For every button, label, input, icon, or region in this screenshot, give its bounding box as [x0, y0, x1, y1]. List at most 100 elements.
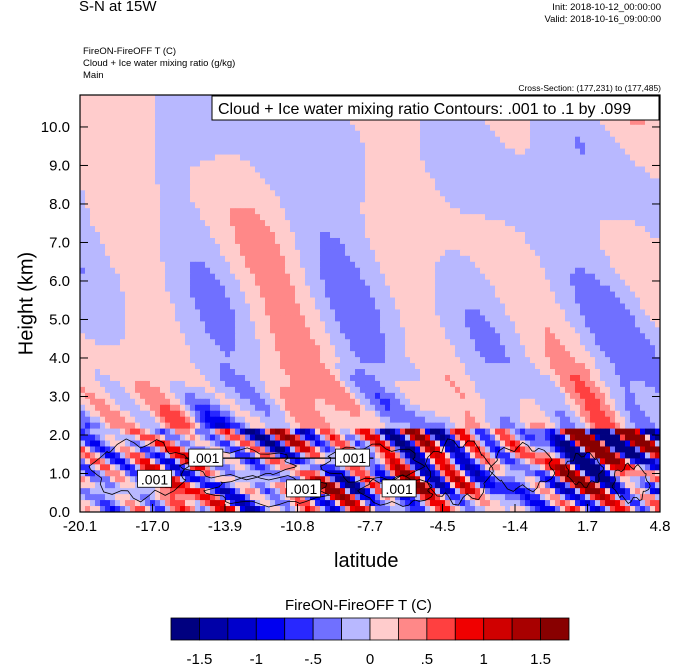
heatmap-cell [380, 172, 386, 179]
heatmap-cell [540, 321, 546, 328]
heatmap-cell [560, 118, 566, 126]
heatmap-cell [215, 255, 221, 263]
heatmap-cell [365, 309, 371, 316]
heatmap-cell [140, 112, 146, 120]
heatmap-cell [495, 297, 501, 304]
heatmap-cell [360, 166, 366, 173]
heatmap-cell [340, 345, 346, 352]
heatmap-cell [395, 345, 401, 352]
heatmap-cell [210, 160, 216, 167]
heatmap-cell [195, 249, 201, 257]
heatmap-cell [100, 118, 106, 126]
heatmap-cell [255, 267, 261, 275]
heatmap-cell [105, 118, 111, 126]
heatmap-cell [255, 220, 261, 227]
heatmap-cell [655, 297, 661, 304]
heatmap-cell [115, 237, 121, 245]
heatmap-cell [510, 333, 516, 340]
heatmap-cell [420, 136, 426, 144]
heatmap-cell [495, 309, 501, 316]
heatmap-cell [610, 142, 616, 150]
heatmap-cell [490, 315, 496, 322]
heatmap-cell [240, 339, 246, 346]
heatmap-cell [85, 112, 91, 120]
heatmap-cell [135, 196, 141, 203]
heatmap-cell [235, 172, 241, 179]
heatmap-cell [290, 136, 296, 144]
heatmap-cell [565, 166, 571, 173]
heatmap-cell [235, 148, 241, 155]
heatmap-cell [635, 202, 641, 209]
heatmap-cell [570, 237, 576, 245]
heatmap-cell [500, 166, 506, 173]
heatmap-cell [125, 130, 131, 138]
heatmap-cell [570, 285, 576, 292]
heatmap-cell [625, 273, 631, 281]
heatmap-cell [455, 118, 461, 126]
heatmap-cell [350, 285, 356, 292]
heatmap-cell [630, 291, 636, 298]
heatmap-cell [490, 261, 496, 269]
heatmap-cell [530, 309, 536, 316]
heatmap-cell [120, 220, 126, 227]
heatmap-cell [310, 249, 316, 257]
heatmap-cell [310, 214, 316, 221]
heatmap-cell [310, 267, 316, 275]
heatmap-cell [355, 136, 361, 144]
heatmap-cell [110, 184, 116, 191]
heatmap-cell [600, 297, 606, 304]
heatmap-cell [625, 148, 631, 155]
heatmap-cell [220, 303, 226, 310]
heatmap-cell [355, 303, 361, 310]
heatmap-cell [550, 309, 556, 316]
heatmap-cell [500, 136, 506, 144]
heatmap-cell [525, 261, 531, 269]
heatmap-cell [470, 297, 476, 304]
heatmap-cell [295, 232, 301, 239]
heatmap-cell [260, 273, 266, 281]
heatmap-cell [155, 339, 161, 346]
heatmap-cell [555, 309, 561, 316]
heatmap-cell [175, 273, 181, 281]
heatmap-cell [330, 303, 336, 310]
heatmap-cell [615, 214, 621, 221]
heatmap-cell [535, 166, 541, 173]
heatmap-cell [435, 148, 441, 155]
heatmap-cell [175, 190, 181, 197]
heatmap-cell [115, 321, 121, 328]
heatmap-cell [165, 142, 171, 150]
heatmap-cell [380, 136, 386, 144]
heatmap-cell [570, 261, 576, 269]
heatmap-cell [620, 303, 626, 310]
heatmap-cell [495, 136, 501, 144]
heatmap-cell [410, 166, 416, 173]
heatmap-cell [355, 172, 361, 179]
heatmap-cell [335, 136, 341, 144]
heatmap-cell [255, 154, 261, 161]
heatmap-cell [620, 315, 626, 322]
heatmap-cell [400, 267, 406, 275]
heatmap-cell [420, 196, 426, 203]
heatmap-cell [495, 154, 501, 161]
heatmap-cell [355, 273, 361, 281]
heatmap-cell [515, 309, 521, 316]
heatmap-cell [435, 166, 441, 173]
heatmap-cell [360, 184, 366, 191]
heatmap-cell [110, 106, 116, 114]
heatmap-cell [150, 226, 156, 233]
heatmap-cell [175, 220, 181, 227]
heatmap-cell [215, 339, 221, 346]
heatmap-cell [80, 106, 86, 114]
heatmap-cell [615, 267, 621, 275]
heatmap-cell [430, 226, 436, 233]
heatmap-cell [325, 172, 331, 179]
heatmap-cell [190, 124, 196, 132]
heatmap-cell [640, 232, 646, 239]
heatmap-cell [195, 285, 201, 292]
heatmap-cell [455, 339, 461, 346]
heatmap-cell [315, 208, 321, 215]
heatmap-cell [410, 333, 416, 340]
heatmap-cell [280, 285, 286, 292]
heatmap-cell [380, 273, 386, 281]
heatmap-cell [445, 291, 451, 298]
